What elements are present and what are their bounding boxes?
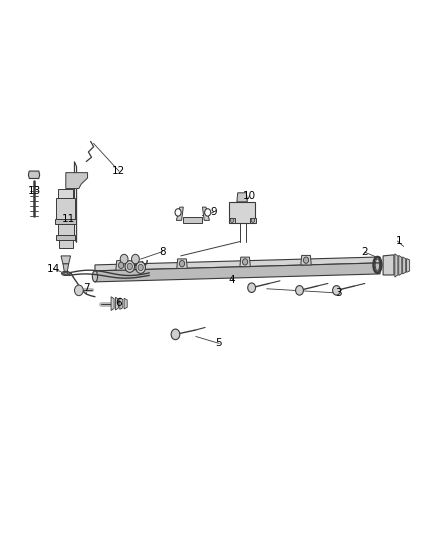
Circle shape	[332, 286, 340, 295]
Ellipse shape	[61, 271, 70, 276]
Polygon shape	[63, 264, 69, 272]
Circle shape	[251, 218, 254, 222]
Circle shape	[131, 254, 139, 264]
Circle shape	[304, 257, 309, 263]
Polygon shape	[202, 207, 209, 220]
Text: 7: 7	[83, 282, 89, 293]
Polygon shape	[120, 298, 123, 310]
Polygon shape	[184, 216, 202, 223]
Text: 1: 1	[396, 236, 403, 246]
Text: 9: 9	[210, 207, 217, 217]
Polygon shape	[59, 240, 73, 248]
Polygon shape	[177, 207, 184, 220]
Circle shape	[205, 209, 211, 216]
Polygon shape	[58, 224, 74, 235]
Polygon shape	[111, 297, 114, 311]
Text: 11: 11	[62, 214, 75, 224]
Circle shape	[243, 259, 248, 265]
Polygon shape	[74, 161, 77, 243]
Polygon shape	[177, 259, 187, 269]
Polygon shape	[403, 257, 406, 274]
Circle shape	[248, 283, 255, 293]
Text: 3: 3	[336, 288, 342, 298]
Text: 5: 5	[215, 338, 223, 349]
Polygon shape	[395, 254, 398, 277]
Polygon shape	[95, 257, 380, 271]
Text: 2: 2	[361, 247, 368, 257]
Ellipse shape	[92, 271, 98, 282]
Text: 14: 14	[47, 264, 60, 273]
Circle shape	[296, 286, 304, 295]
Text: 6: 6	[116, 297, 122, 308]
Polygon shape	[116, 297, 118, 310]
Circle shape	[74, 285, 83, 296]
Polygon shape	[56, 198, 75, 219]
Polygon shape	[116, 261, 126, 270]
Circle shape	[230, 218, 234, 222]
Polygon shape	[95, 263, 380, 282]
Ellipse shape	[64, 272, 68, 274]
Polygon shape	[55, 219, 76, 224]
Polygon shape	[124, 298, 127, 309]
Circle shape	[136, 262, 145, 273]
Text: 8: 8	[159, 247, 166, 257]
Polygon shape	[240, 257, 251, 266]
Polygon shape	[66, 173, 88, 189]
Circle shape	[127, 263, 132, 270]
Polygon shape	[61, 256, 71, 264]
Polygon shape	[250, 217, 256, 223]
Polygon shape	[301, 255, 311, 265]
Circle shape	[171, 329, 180, 340]
Polygon shape	[237, 193, 247, 202]
Text: 13: 13	[28, 186, 41, 196]
Circle shape	[125, 261, 134, 272]
Circle shape	[175, 209, 181, 216]
Circle shape	[180, 261, 185, 267]
Polygon shape	[28, 171, 40, 179]
Polygon shape	[383, 255, 394, 275]
Text: 10: 10	[243, 191, 256, 201]
Polygon shape	[229, 217, 235, 223]
Polygon shape	[399, 255, 402, 276]
Polygon shape	[406, 259, 410, 272]
Polygon shape	[58, 189, 74, 198]
Circle shape	[138, 264, 143, 271]
Circle shape	[120, 254, 128, 264]
Circle shape	[118, 262, 124, 269]
Text: 4: 4	[229, 274, 235, 285]
Polygon shape	[56, 235, 75, 240]
Polygon shape	[229, 202, 255, 223]
Text: 12: 12	[112, 166, 126, 176]
